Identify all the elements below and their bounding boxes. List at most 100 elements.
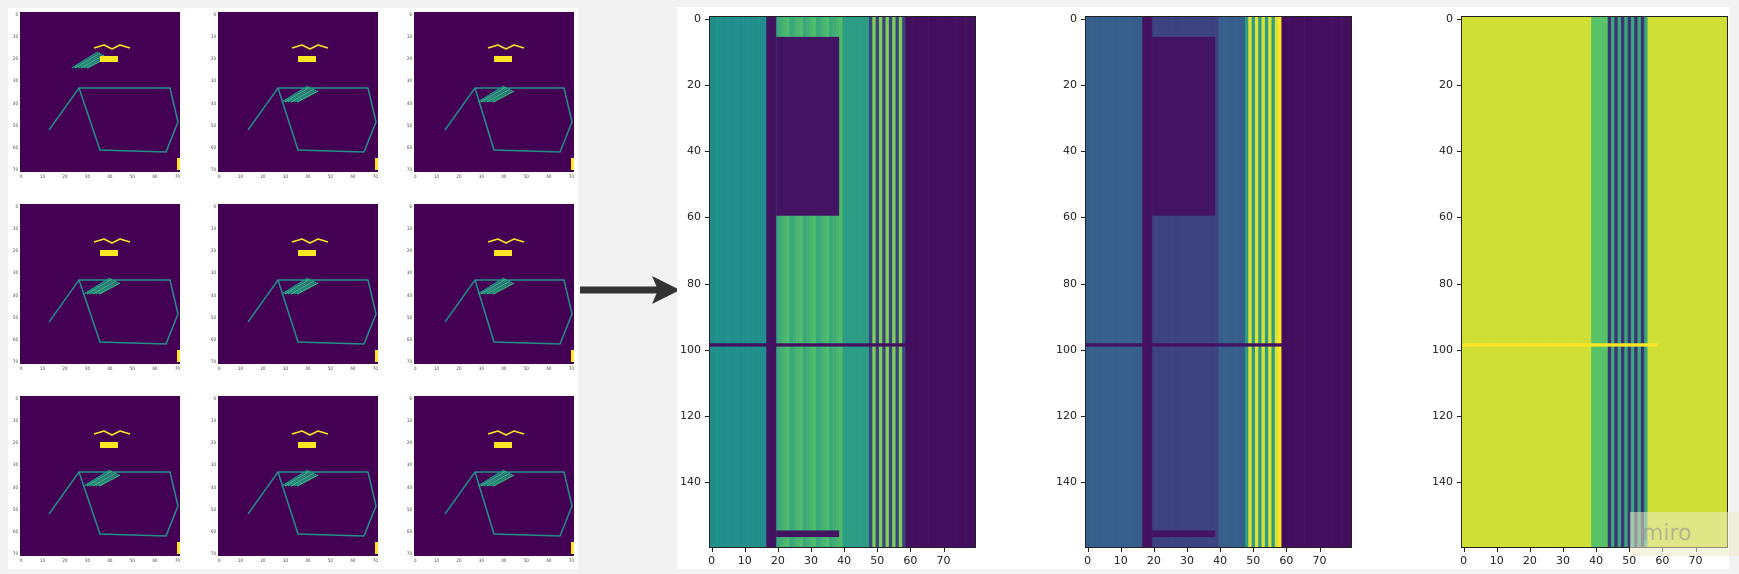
heatmap-x-tickmark	[877, 548, 879, 552]
thumbnail-y-tick: 20	[210, 56, 216, 62]
heatmap-y-tick: 100	[1432, 342, 1453, 356]
thumbnail-y-tick: 20	[12, 440, 18, 446]
heatmap-x-tickmark	[1153, 548, 1155, 552]
thumbnail-x-tick: 50	[327, 174, 333, 179]
thumbnail-y-tick: 0	[15, 396, 18, 401]
heatmap-x-tick: 50	[870, 554, 885, 567]
heatmap-x-tick: 20	[770, 554, 785, 567]
heatmap-x-tickmark	[711, 548, 713, 552]
thumbnail-x-tick: 10	[237, 174, 244, 179]
thumbnail-x-tick: 10	[39, 366, 46, 371]
thumbnail-y-axis: 0 10 20 30 40 50 60 70	[208, 12, 216, 172]
thumbnail-x-tick: 60	[350, 174, 356, 179]
thumbnail-x-tick: 40	[107, 558, 113, 563]
heatmap-y-tickmark	[705, 283, 709, 285]
heatmap-x-tick: 40	[837, 554, 852, 567]
heatmap-x-tickmark	[844, 548, 846, 552]
thumbnail-y-tick: 50	[210, 122, 216, 128]
thumbnail-y-tick: 30	[406, 270, 412, 276]
thumbnail-x-tick: 0	[414, 366, 417, 371]
thumbnail-x-tick: 20	[62, 366, 68, 371]
heatmap-y-tick: 100	[1056, 342, 1077, 356]
heatmap-y-tick: 40	[1063, 144, 1077, 158]
thumbnail-y-tick: 40	[12, 100, 18, 106]
thumbnail-x-tick: 60	[546, 174, 552, 179]
heatmap-y-tick: 140	[1056, 475, 1077, 489]
thumbnail-x-axis: 0 10 20 30 40 50 60 70	[414, 174, 574, 182]
heatmap-x-tick: 30	[1180, 554, 1195, 567]
heatmap-x-tickmark	[1120, 548, 1122, 552]
heatmap-x-tickmark	[1529, 548, 1531, 552]
heatmap-2	[1085, 16, 1352, 548]
thumbnail-x-axis: 0 10 20 30 40 50 60 70	[20, 366, 180, 374]
thumbnail-y-tick: 20	[406, 248, 412, 254]
miro-watermark: miro	[1630, 512, 1739, 556]
thumbnail-y-tick: 20	[406, 440, 412, 446]
heatmap-y-tickmark	[1457, 283, 1461, 285]
thumbnail-y-tick: 10	[210, 34, 216, 40]
thumbnail-y-axis: 0 10 20 30 40 50 60 70	[208, 396, 216, 556]
thumbnail-y-tick: 40	[210, 100, 216, 106]
thumbnail-x-tick: 70	[568, 558, 574, 563]
thumbnail-y-tick: 60	[406, 336, 412, 342]
thumbnail-x-tick: 10	[39, 558, 46, 563]
thumbnail-y-tick: 60	[12, 528, 18, 534]
heatmap-x-tickmark	[1596, 548, 1598, 552]
thumbnail-x-tick: 10	[433, 558, 440, 563]
thumbnail-y-tick: 0	[213, 12, 216, 17]
pose-frame-thumbnail: 0 10 20 30 40 50 60 70 0 10 20 30 40 50 60 70	[211, 12, 378, 179]
thumbnail-y-tick: 30	[406, 78, 412, 84]
thumbnail-x-tick: 70	[174, 174, 180, 179]
heatmap-x-tickmark	[1496, 548, 1498, 552]
heatmap-x-tickmark	[943, 548, 945, 552]
thumbnail-y-tick: 70	[210, 166, 216, 172]
heatmap-x-tick: 0	[1084, 554, 1092, 567]
thumbnail-x-tick: 70	[568, 366, 574, 371]
pose-frame-thumbnail: 0 10 20 30 40 50 60 70 0 10 20 30 40 50 60 70	[13, 12, 180, 179]
heatmap-x-tickmark	[910, 548, 912, 552]
thumbnail-x-tick: 40	[501, 366, 507, 371]
thumbnail-y-tick: 50	[406, 506, 412, 512]
thumbnail-x-tick: 30	[478, 558, 484, 563]
thumbnail-y-tick: 60	[12, 336, 18, 342]
heatmap-y-tickmark	[1457, 84, 1461, 86]
thumbnail-x-tick: 10	[39, 174, 46, 179]
heatmap-x-tickmark	[1253, 548, 1255, 552]
thumbnail-x-tick: 10	[237, 558, 244, 563]
thumbnail-x-tick: 30	[282, 558, 288, 563]
thumbnail-y-tick: 30	[12, 270, 18, 276]
heatmap-x-tickmark	[1563, 548, 1565, 552]
thumbnail-y-tick: 60	[210, 144, 216, 150]
thumbnail-x-axis: 0 10 20 30 40 50 60 70	[20, 558, 180, 566]
heatmap-y-tickmark	[1081, 349, 1085, 351]
thumbnail-x-tick: 30	[282, 174, 288, 179]
pose-frame-thumbnail: 0 10 20 30 40 50 60 70 0 10 20 30 40 50 60 70	[13, 396, 180, 563]
heatmap-1	[709, 16, 976, 548]
heatmap-y-tickmark	[705, 151, 709, 153]
thumbnail-x-tick: 40	[305, 366, 311, 371]
pose-frames-grid: 0 10 20 30 40 50 60 70 0 10 20 30 40 50 60 70 0 10 20 30 40 5…	[8, 8, 578, 569]
thumbnail-y-tick: 30	[12, 78, 18, 84]
heatmap-x-tick: 60	[1655, 554, 1670, 567]
thumbnail-y-tick: 70	[12, 358, 18, 364]
heatmap-x-tickmark	[1187, 548, 1189, 552]
pose-frame-thumbnail: 0 10 20 30 40 50 60 70 0 10 20 30 40 50 60 70	[407, 204, 574, 371]
heatmap-y-tickmark	[1081, 151, 1085, 153]
thumbnail-x-tick: 30	[84, 558, 90, 563]
thumbnail-x-tick: 30	[478, 366, 484, 371]
thumbnail-y-tick: 50	[210, 314, 216, 320]
thumbnail-x-tick: 40	[305, 558, 311, 563]
heatmap-y-tick: 140	[680, 475, 701, 489]
heatmap-y-tick: 80	[1439, 276, 1453, 290]
thumbnail-y-tick: 10	[406, 418, 412, 424]
heatmap-y-tickmark	[1457, 416, 1461, 418]
heatmap-x-tick: 50	[1622, 554, 1637, 567]
thumbnail-x-tick: 0	[218, 558, 221, 563]
thumbnail-x-tick: 30	[282, 366, 288, 371]
thumbnail-x-tick: 40	[501, 174, 507, 179]
thumbnail-x-tick: 30	[84, 174, 90, 179]
pose-frame-thumbnail: 0 10 20 30 40 50 60 70 0 10 20 30 40 50 60 70	[211, 204, 378, 371]
heatmap-y-tick: 0	[1070, 11, 1077, 25]
thumbnail-x-tick: 60	[546, 558, 552, 563]
thumbnail-y-tick: 60	[210, 528, 216, 534]
